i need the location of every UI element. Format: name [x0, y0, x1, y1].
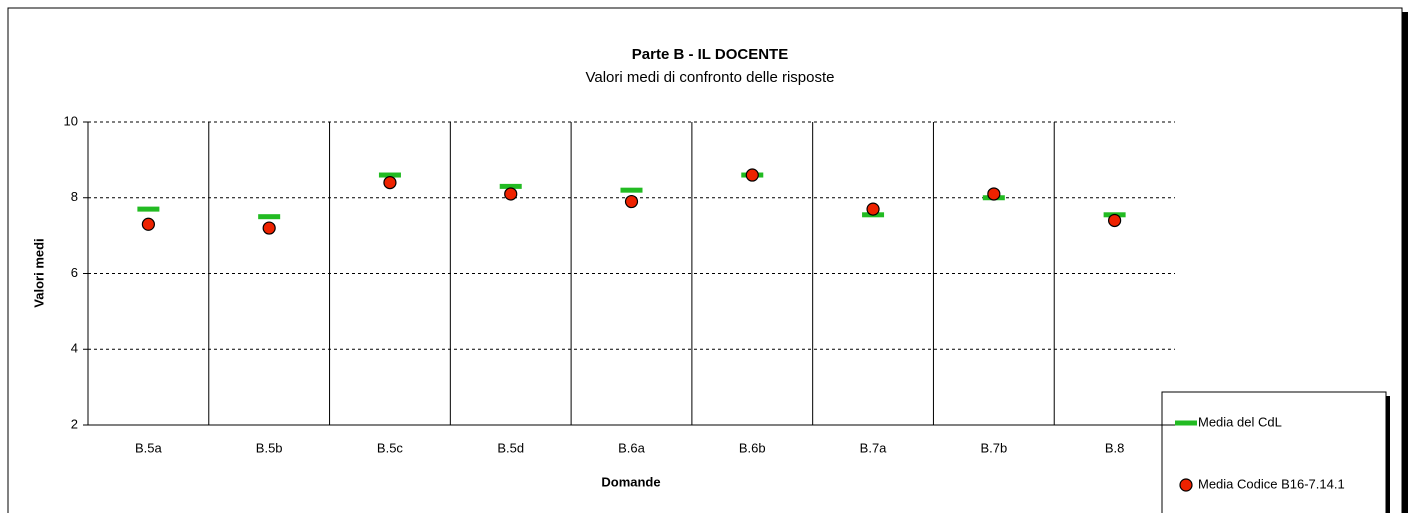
- dot-marker: [866, 202, 880, 216]
- x-tick-label: B.5d: [497, 440, 524, 455]
- dot-marker: [987, 187, 1001, 201]
- x-tick-label: B.6b: [739, 440, 766, 455]
- x-tick-label: B.5a: [135, 440, 163, 455]
- y-axis-label: Valori medi: [31, 238, 46, 307]
- x-tick-label: B.7a: [860, 440, 888, 455]
- x-axis-label: Domande: [601, 474, 660, 489]
- y-tick-label: 2: [71, 416, 78, 431]
- dash-marker: [1175, 420, 1197, 426]
- dot-marker: [745, 168, 759, 182]
- dash-marker: [258, 214, 281, 220]
- dot-marker: [1179, 478, 1193, 492]
- chart-title: Parte B - IL DOCENTE: [632, 46, 788, 63]
- dot-marker: [141, 217, 155, 231]
- dot-marker: [1108, 213, 1122, 228]
- dot-marker: [624, 194, 639, 209]
- legend: [1161, 391, 1387, 517]
- x-tick-label: B.5c: [377, 440, 404, 455]
- dot-marker: [262, 221, 276, 235]
- x-tick-label: B.7b: [980, 440, 1007, 455]
- y-tick-label: 6: [71, 265, 78, 280]
- dot-marker: [504, 187, 518, 201]
- dash-marker: [137, 206, 160, 212]
- dash-marker: [499, 183, 522, 189]
- legend-label: Media del CdL: [1198, 414, 1282, 429]
- x-tick-label: B.6a: [618, 440, 646, 455]
- x-tick-label: B.8: [1105, 440, 1125, 455]
- y-tick-label: 8: [71, 189, 78, 204]
- chart-subtitle: Valori medi di confronto delle risposte: [585, 69, 834, 86]
- dash-marker: [378, 172, 401, 178]
- legend-label: Media Codice B16-7.14.1: [1198, 476, 1345, 491]
- y-tick-label: 10: [64, 113, 78, 128]
- x-tick-label: B.5b: [256, 440, 283, 455]
- dot-marker: [383, 176, 397, 190]
- dash-marker: [620, 187, 643, 193]
- y-tick-label: 4: [71, 341, 78, 356]
